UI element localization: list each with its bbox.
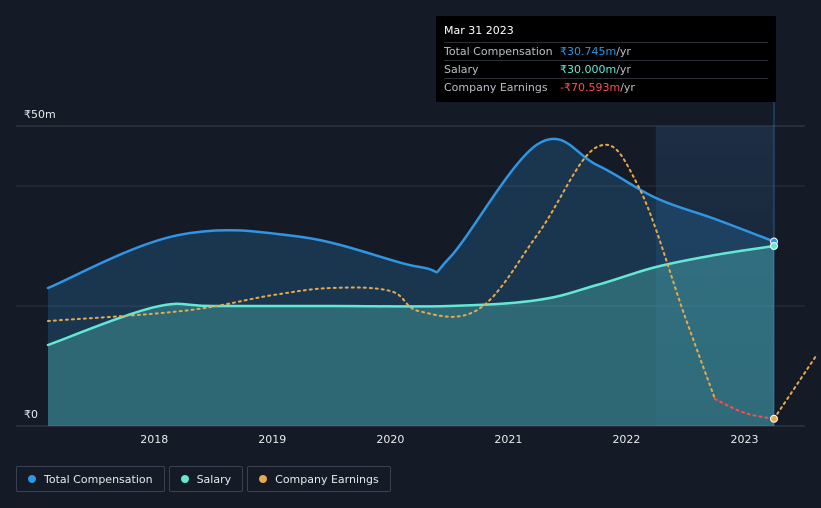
x-tick-label: 2023 <box>730 433 758 446</box>
salary-area <box>48 246 774 426</box>
x-tick-label: 2019 <box>258 433 286 446</box>
y-tick-label: ₹0 <box>24 408 38 421</box>
company-earnings-line <box>47 143 716 400</box>
total-compensation-line <box>46 137 776 290</box>
tooltip-value: ₹30.000m <box>560 63 617 76</box>
x-tick-label: 2022 <box>612 433 640 446</box>
legend-label: Company Earnings <box>275 472 379 486</box>
tooltip-row-total-compensation: Total Compensation ₹30.745m /yr <box>444 43 768 61</box>
chart-legend: Total Compensation Salary Company Earnin… <box>16 466 391 492</box>
tooltip-label: Company Earnings <box>444 81 548 94</box>
salary-marker <box>770 242 778 250</box>
tooltip-unit: /yr <box>616 63 631 76</box>
forecast-highlight-band <box>655 126 774 426</box>
x-tick-label: 2018 <box>140 433 168 446</box>
legend-label: Total Compensation <box>44 472 153 486</box>
series-markers <box>770 237 778 423</box>
highlight-band <box>655 16 775 426</box>
company-earnings-projection-line <box>773 356 817 420</box>
legend-dot-icon <box>28 475 36 483</box>
tooltip-value: -₹70.593m <box>560 81 621 94</box>
company-earnings-negative-line <box>713 398 775 420</box>
total-compensation-area <box>48 138 774 426</box>
y-tick-label: ₹50m <box>24 108 56 121</box>
legend-item-company-earnings[interactable]: Company Earnings <box>247 466 391 492</box>
x-tick-label: 2020 <box>376 433 404 446</box>
tooltip-label: Total Compensation <box>444 45 553 58</box>
tooltip: Mar 31 2023 Total Compensation ₹30.745m … <box>436 16 776 102</box>
company-earnings-marker <box>770 414 778 423</box>
x-tick-label: 2021 <box>494 433 522 446</box>
legend-dot-icon <box>259 475 268 483</box>
tooltip-row-company-earnings: Company Earnings -₹70.593m /yr <box>444 79 768 96</box>
series-areas <box>48 138 774 426</box>
series-lines <box>46 137 817 420</box>
tooltip-label: Salary <box>444 63 479 76</box>
tooltip-row-salary: Salary ₹30.000m /yr <box>444 61 768 79</box>
legend-label: Salary <box>196 472 232 486</box>
legend-item-total-compensation[interactable]: Total Compensation <box>16 466 165 492</box>
legend-item-salary[interactable]: Salary <box>168 466 244 492</box>
tooltip-value: ₹30.745m <box>560 45 617 58</box>
tooltip-unit: /yr <box>616 45 631 58</box>
legend-dot-icon <box>180 475 189 483</box>
axis-labels: ₹50m ₹0 2018 2019 2020 2021 2022 2023 <box>24 108 758 446</box>
tooltip-date: Mar 31 2023 <box>444 24 768 43</box>
salary-line <box>46 244 776 347</box>
tooltip-unit: /yr <box>620 81 635 94</box>
